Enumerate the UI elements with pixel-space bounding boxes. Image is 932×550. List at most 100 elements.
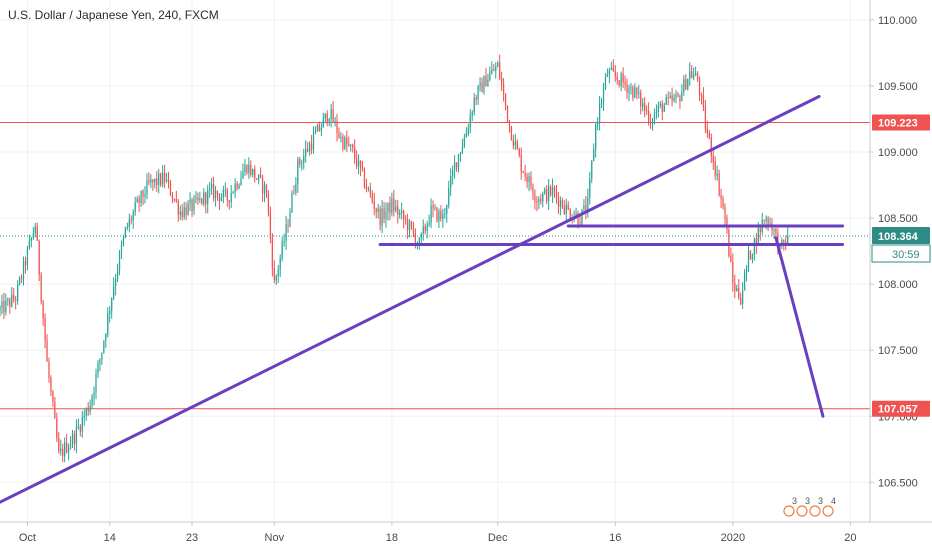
candle-body — [128, 219, 130, 227]
candle-body — [642, 103, 644, 107]
candle-body — [651, 121, 654, 124]
candle-body — [465, 133, 467, 138]
candle-body — [655, 112, 658, 114]
candle-body — [726, 218, 728, 230]
candle-body — [77, 426, 80, 428]
candle-body — [3, 301, 5, 313]
candle-body — [649, 122, 652, 124]
candle-body — [408, 221, 411, 231]
candle-body — [1, 301, 3, 309]
candle-body — [442, 214, 444, 220]
candle-body — [363, 168, 366, 187]
candle-body — [434, 207, 436, 209]
candle-body — [54, 402, 56, 419]
candle-body — [669, 95, 671, 98]
candle-body — [124, 226, 127, 238]
event-marker-label: 3 — [792, 496, 797, 506]
candle-body — [663, 104, 665, 112]
candle-body — [354, 147, 356, 159]
candle-body — [691, 71, 693, 78]
candle-body — [544, 189, 546, 194]
candle-body — [40, 274, 42, 302]
countdown-tag — [871, 244, 931, 263]
candle-body — [753, 238, 756, 255]
current-price-tag-label: 108.364 — [878, 231, 919, 243]
candle-body — [161, 172, 164, 185]
candle-body — [700, 95, 703, 97]
candle-body — [216, 190, 219, 195]
candle-body — [659, 103, 661, 106]
candle-body — [183, 207, 185, 217]
candle-body — [471, 112, 473, 116]
candle-body — [42, 301, 44, 319]
candle-body — [357, 160, 360, 167]
candle-body — [297, 158, 299, 185]
candle-body — [152, 179, 154, 183]
candle-body — [199, 198, 201, 201]
candle-body — [401, 210, 403, 213]
candle-body — [228, 200, 230, 202]
candle-body — [99, 359, 101, 364]
candle-body — [222, 189, 225, 198]
candle-body — [489, 73, 491, 80]
candle-body — [212, 183, 215, 199]
candle-body — [430, 205, 432, 224]
candle-body — [444, 213, 446, 215]
candle-body — [148, 180, 150, 183]
candle-body — [618, 80, 620, 86]
candle-body — [142, 190, 144, 197]
event-marker-label: 3 — [818, 496, 823, 506]
candle-body — [320, 127, 322, 131]
candle-body — [414, 233, 417, 245]
candle-body — [11, 294, 13, 307]
candle-body — [293, 192, 295, 194]
candle-body — [567, 204, 569, 210]
candle-body — [493, 69, 495, 72]
candle-body — [708, 133, 710, 138]
candle-body — [285, 224, 287, 242]
candle-body — [675, 94, 677, 98]
candle-body — [502, 84, 505, 94]
candle-body — [22, 260, 25, 279]
candle-body — [626, 84, 628, 93]
candle-body — [410, 221, 413, 228]
candle-body — [0, 308, 1, 311]
candle-body — [81, 417, 83, 432]
candle-body — [93, 391, 95, 397]
candle-body — [109, 310, 111, 314]
candle-body — [365, 186, 368, 190]
candle-body — [579, 223, 581, 225]
candle-body — [483, 75, 485, 93]
candle-body — [403, 210, 405, 220]
candle-body — [132, 212, 134, 221]
x-tick-label: 23 — [186, 532, 198, 544]
candle-body — [446, 204, 448, 214]
candle-body — [600, 101, 603, 105]
candle-body — [551, 187, 554, 196]
candle-body — [628, 88, 630, 93]
candle-body — [144, 194, 146, 197]
candle-body — [134, 202, 136, 213]
candle-body — [450, 176, 452, 189]
candle-body — [702, 95, 705, 107]
candle-body — [167, 179, 170, 182]
candle-body — [632, 87, 634, 98]
candle-body — [673, 97, 675, 101]
candle-body — [36, 226, 38, 241]
y-tick-label: 107.500 — [878, 345, 918, 357]
candle-body — [281, 241, 283, 258]
candle-body — [187, 203, 189, 216]
candle-body — [289, 212, 291, 227]
candle-body — [140, 190, 142, 204]
candle-body — [193, 198, 195, 211]
candle-body — [689, 71, 691, 80]
candle-body — [587, 197, 589, 213]
candle-body — [234, 183, 236, 193]
candle-body — [369, 188, 371, 194]
candle-body — [638, 92, 640, 95]
candle-body — [510, 125, 513, 141]
candle-body — [105, 334, 107, 341]
candle-body — [16, 284, 19, 301]
candle-body — [154, 178, 156, 183]
candle-body — [130, 219, 132, 221]
